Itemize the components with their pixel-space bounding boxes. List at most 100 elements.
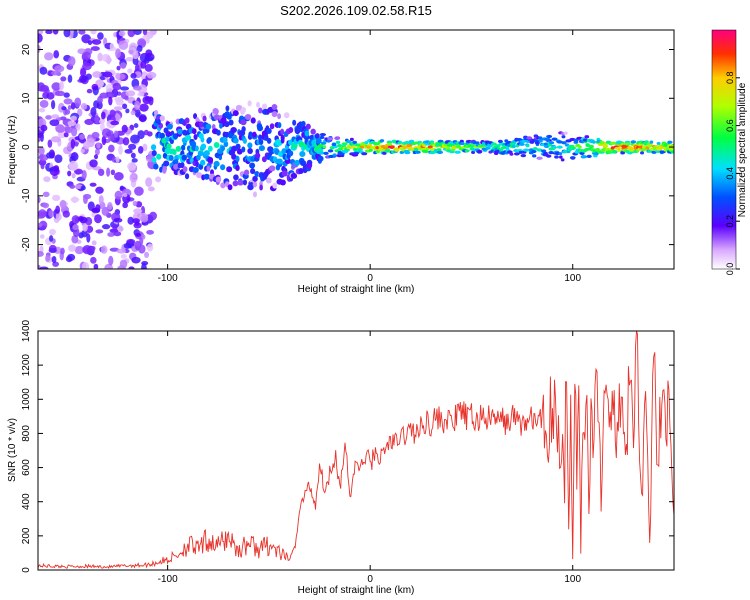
spectrogram-cell — [55, 124, 66, 133]
spectrogram-cell — [112, 82, 122, 91]
spectrogram-cell — [584, 135, 590, 139]
spectrogram-cell — [305, 123, 311, 130]
spectrogram-cell — [327, 137, 334, 141]
spectrogram-cell — [82, 223, 88, 232]
spectrogram-cell — [226, 166, 233, 173]
colorbar-tick-label: 0.4 — [725, 167, 735, 180]
spectrogram-cell — [142, 143, 148, 152]
spectrogram-cell — [538, 136, 543, 140]
spectrogram-cell — [127, 216, 134, 225]
spectrogram-cell — [74, 168, 83, 175]
spectrogram-cell — [108, 134, 115, 142]
spectrogram-cell — [331, 142, 337, 147]
spectrogram-cell — [97, 168, 105, 177]
spectrogram-cell — [254, 152, 261, 159]
spectrogram-cell — [115, 156, 120, 163]
spectrogram-cell — [80, 148, 85, 154]
spectrogram-cell — [82, 62, 92, 71]
spectrogram-cell — [86, 233, 91, 243]
spectrogram-cell — [92, 71, 102, 78]
spectrogram-cell — [266, 127, 272, 134]
spectrogram-cell — [585, 143, 590, 147]
spectrogram-cell — [94, 114, 100, 124]
spectrogram-cell — [80, 67, 87, 78]
spectrogram-cell — [277, 158, 283, 165]
spectrogram-cell — [44, 88, 50, 94]
spectrogram-cell — [130, 110, 136, 116]
spectrogram-cell — [72, 224, 79, 231]
spectrogram-cell — [509, 152, 514, 156]
spectrogram-cell — [90, 30, 97, 35]
spectrogram-cell — [294, 127, 301, 134]
spectrogram-ytick-label: -10 — [21, 188, 32, 203]
snr-ytick-label: 1200 — [21, 354, 32, 377]
spectrogram-cell — [393, 147, 400, 151]
spectrogram-marks — [38, 30, 674, 269]
colorbar-ticks: 0.0 0.2 0.4 0.6 0.8 — [725, 72, 740, 275]
spectrogram-cell — [207, 137, 212, 144]
spectrogram-cell — [68, 160, 79, 171]
spectrogram-cell — [185, 134, 192, 141]
spectrogram-cell — [90, 256, 97, 264]
spectrogram-cell — [127, 68, 133, 74]
spectrogram-cell — [141, 262, 147, 269]
spectrogram-cell — [166, 123, 173, 130]
spectrogram-cell — [137, 130, 145, 140]
spectrogram-cell — [130, 134, 140, 144]
spectrogram-cell — [320, 141, 327, 145]
spectrogram-cell — [399, 150, 405, 155]
spectrogram-cell — [132, 85, 142, 91]
spectrogram-cell — [464, 149, 470, 153]
spectrogram-cell — [70, 196, 80, 203]
spectrogram-cell — [133, 123, 139, 128]
spectrogram-cell — [101, 206, 110, 216]
spectrogram-cell — [134, 64, 140, 72]
spectrogram-cell — [595, 147, 600, 152]
spectrogram-cell — [614, 146, 621, 150]
spectrogram-cell — [620, 151, 625, 155]
spectrogram-cell — [518, 150, 523, 154]
spectrogram-cell — [436, 150, 444, 154]
spectrogram-cell — [53, 50, 60, 59]
spectrogram-cell — [292, 119, 297, 126]
spectrogram-cell — [89, 182, 97, 187]
spectrogram-cell — [656, 141, 661, 146]
spectrogram-cell — [175, 145, 182, 152]
spectrogram-cell — [67, 120, 77, 127]
spectrogram-xtick-label: 100 — [564, 273, 581, 284]
spectrogram-xtick-label: 0 — [367, 273, 373, 284]
spectrogram-cell — [227, 184, 233, 191]
spectrogram-cell — [110, 120, 120, 126]
chart-title: S202.2026.109.02.58.R15 — [280, 3, 432, 18]
spectrogram-cell — [534, 141, 540, 145]
spectrogram-cell — [373, 142, 380, 146]
spectrogram-cell — [548, 141, 555, 145]
spectrogram-cell — [219, 122, 223, 129]
spectrogram-cell — [39, 99, 49, 108]
spectrogram-cell — [196, 172, 203, 179]
spectrogram-cell — [55, 205, 61, 214]
snr-ytick-label: 600 — [21, 459, 32, 476]
spectrogram-cell — [269, 123, 275, 130]
spectrogram-cell — [109, 42, 114, 51]
spectrogram-cell — [82, 245, 93, 255]
spectrogram-cell — [159, 132, 166, 139]
spectrogram-cell — [640, 151, 645, 155]
spectrogram-cell — [140, 60, 147, 69]
spectrogram-cell — [85, 73, 92, 80]
spectrogram-cell — [59, 199, 67, 209]
spectrogram-cell — [232, 180, 239, 187]
spectrogram-cell — [125, 108, 130, 114]
spectrogram-cell — [51, 256, 57, 264]
spectrogram-cell — [181, 154, 187, 161]
spectrogram-cell — [163, 160, 170, 167]
spectrogram-cell — [156, 153, 162, 160]
spectrogram-cell — [536, 156, 543, 160]
spectrogram-cell — [60, 76, 67, 82]
spectrogram-cell — [87, 40, 93, 46]
spectrogram-cell — [98, 80, 104, 88]
spectrogram-cell — [236, 148, 243, 155]
spectrogram-cell — [99, 122, 105, 132]
spectrogram-cell — [38, 33, 43, 43]
spectrogram-cell — [579, 151, 585, 156]
